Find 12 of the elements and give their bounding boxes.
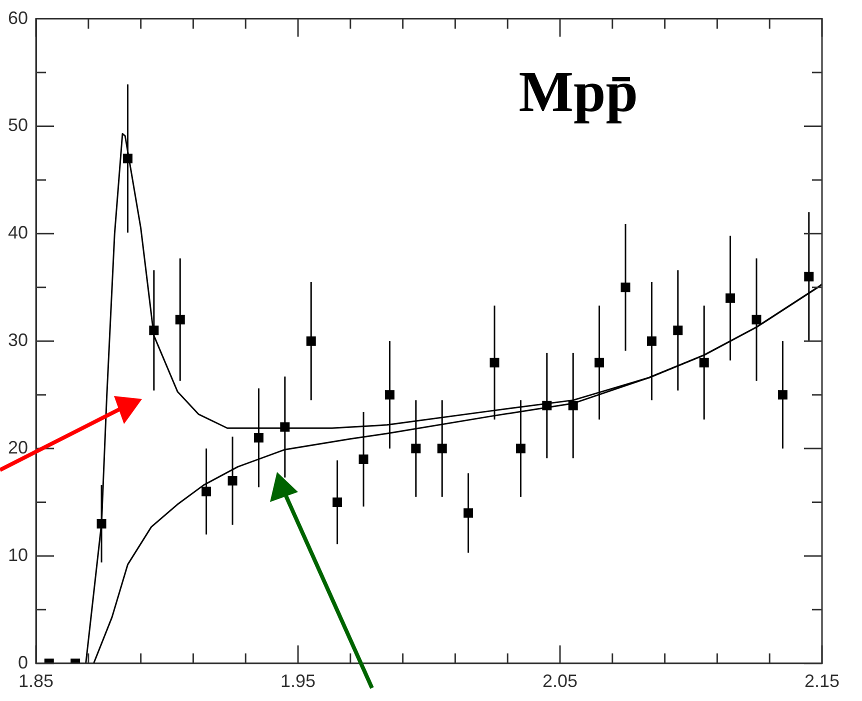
text: Mpp̄: [518, 59, 638, 124]
y-tick-label: 20: [8, 438, 28, 458]
y-tick-label: 40: [8, 222, 28, 243]
y-tick-label: 30: [8, 330, 28, 350]
y-tick-label: 50: [8, 115, 28, 136]
y-tick-label: 0: [18, 652, 28, 672]
x-tick-label: 2.05: [542, 671, 578, 692]
x-tick-label: 1.95: [280, 671, 316, 692]
x-tick-label: 1.85: [18, 671, 54, 692]
x-tick-label: 2.15: [804, 671, 840, 692]
y-tick-label: 10: [8, 544, 28, 565]
y-tick-label: 60: [8, 8, 28, 28]
